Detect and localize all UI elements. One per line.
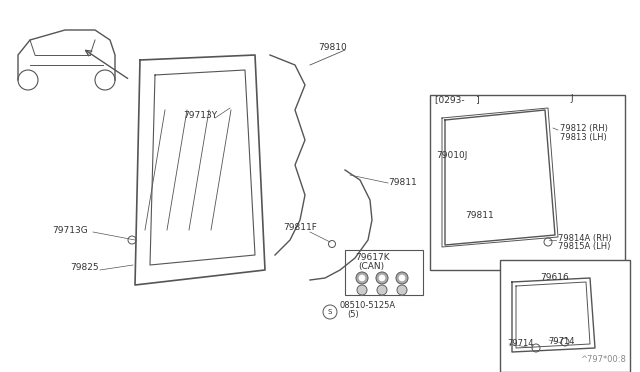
Circle shape bbox=[376, 272, 388, 284]
Text: [0293-    ]: [0293- ] bbox=[435, 96, 479, 105]
Text: 79713G: 79713G bbox=[52, 225, 88, 234]
Text: 79811: 79811 bbox=[388, 177, 417, 186]
Circle shape bbox=[357, 285, 367, 295]
Circle shape bbox=[396, 272, 408, 284]
Text: 79810: 79810 bbox=[318, 42, 347, 51]
Text: 79713Y: 79713Y bbox=[183, 110, 217, 119]
Text: ^797*00:8: ^797*00:8 bbox=[580, 356, 626, 365]
Text: 79813 (LH): 79813 (LH) bbox=[560, 132, 607, 141]
Circle shape bbox=[379, 275, 385, 281]
Bar bbox=[345, 250, 423, 295]
Text: (5): (5) bbox=[347, 310, 359, 318]
Text: 79617K: 79617K bbox=[355, 253, 390, 263]
Text: S: S bbox=[328, 309, 332, 315]
Text: 79714: 79714 bbox=[507, 340, 534, 349]
Text: 79812 (RH): 79812 (RH) bbox=[560, 124, 608, 132]
Text: 79811: 79811 bbox=[466, 211, 494, 219]
Circle shape bbox=[397, 285, 407, 295]
Text: J: J bbox=[570, 93, 573, 103]
Text: 79714: 79714 bbox=[548, 337, 575, 346]
Circle shape bbox=[399, 275, 405, 281]
Bar bbox=[430, 95, 625, 270]
Text: 79815A (LH): 79815A (LH) bbox=[558, 241, 611, 250]
Text: 79825: 79825 bbox=[70, 263, 99, 273]
Text: 79811F: 79811F bbox=[283, 222, 317, 231]
Text: 08510-5125A: 08510-5125A bbox=[340, 301, 396, 310]
Text: 79616: 79616 bbox=[540, 273, 569, 282]
Circle shape bbox=[356, 272, 368, 284]
Circle shape bbox=[359, 275, 365, 281]
Bar bbox=[500, 260, 630, 372]
Circle shape bbox=[377, 285, 387, 295]
Text: 79814A (RH): 79814A (RH) bbox=[558, 234, 612, 243]
Text: (CAN): (CAN) bbox=[358, 262, 384, 270]
Text: 79010J: 79010J bbox=[436, 151, 467, 160]
